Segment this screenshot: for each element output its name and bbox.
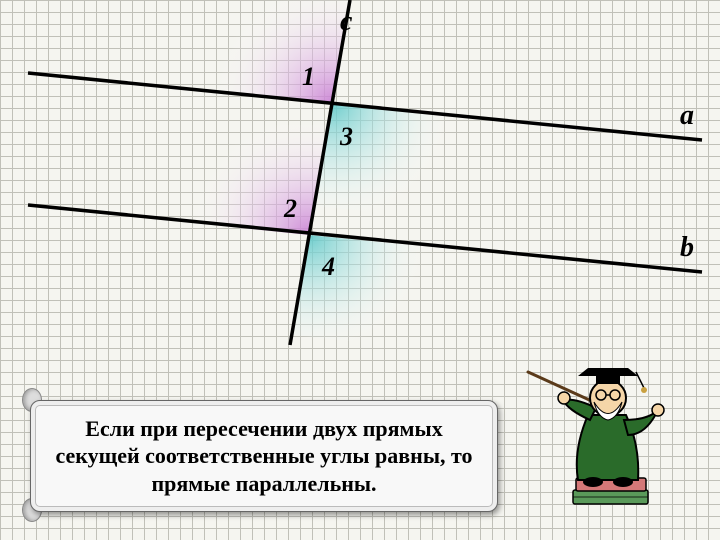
- label-angle-4: 4: [322, 252, 335, 282]
- label-c: c: [340, 6, 352, 38]
- label-a: a: [680, 100, 694, 132]
- label-angle-3: 3: [340, 122, 353, 152]
- angle-4-fill: [292, 235, 460, 350]
- angle-3-fill: [314, 103, 480, 220]
- theorem-text: Если при пересечении двух прямых секущей…: [55, 416, 472, 496]
- theorem-text-box: Если при пересечении двух прямых секущей…: [30, 400, 498, 513]
- label-angle-1: 1: [302, 62, 315, 92]
- label-angle-2: 2: [284, 194, 297, 224]
- professor-illustration: [518, 340, 688, 510]
- label-b: b: [680, 232, 694, 264]
